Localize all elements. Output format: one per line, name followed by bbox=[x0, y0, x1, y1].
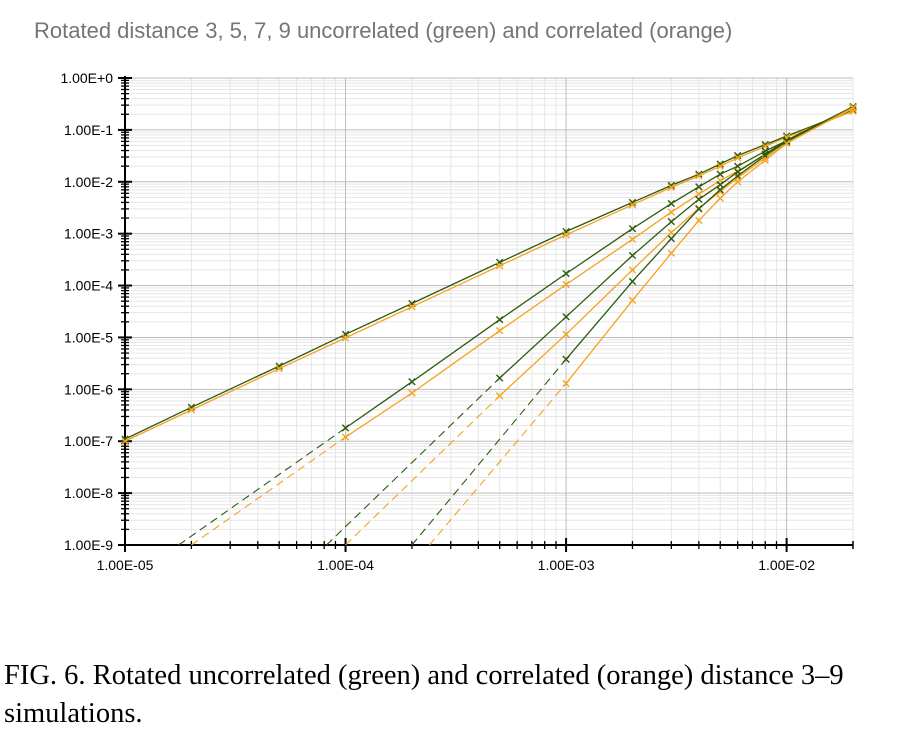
data-point-marker bbox=[667, 208, 675, 216]
x-tick-label: 1.00E-03 bbox=[538, 557, 595, 573]
data-point-marker bbox=[341, 433, 350, 441]
data-point-marker bbox=[667, 249, 675, 257]
data-point-marker bbox=[733, 151, 742, 160]
data-point-marker bbox=[695, 205, 703, 213]
series-green-6 bbox=[562, 102, 857, 363]
data-point-marker bbox=[121, 435, 129, 443]
series-line bbox=[499, 106, 854, 379]
y-tick-label: 1.00E-4 bbox=[64, 278, 113, 294]
dashed-line bbox=[428, 383, 567, 546]
y-tick-label: 1.00E-3 bbox=[64, 226, 113, 242]
data-point-marker bbox=[275, 364, 283, 373]
data-point-marker bbox=[782, 139, 791, 148]
y-tick-label: 1.00E-8 bbox=[64, 485, 113, 501]
data-point-marker bbox=[733, 154, 742, 162]
data-point-marker bbox=[562, 330, 570, 338]
log-log-line-chart: 1.00E+0 1.00E-1 1.00E-2 1.00E-3 1.00E-4 1.00E… bbox=[60, 70, 857, 573]
data-point-marker bbox=[695, 195, 703, 203]
data-point-marker bbox=[716, 194, 724, 203]
chart-title: Rotated distance 3, 5, 7, 9 uncorrelated… bbox=[34, 18, 733, 43]
data-point-marker bbox=[695, 183, 703, 191]
y-tick-label: 1.00E-7 bbox=[64, 433, 113, 449]
extrapolation-orange-13 bbox=[428, 383, 567, 546]
data-point-marker bbox=[667, 228, 675, 237]
data-point-marker bbox=[408, 389, 416, 397]
data-point-marker bbox=[761, 156, 769, 164]
data-point-marker bbox=[187, 406, 196, 414]
data-point-marker bbox=[716, 160, 724, 168]
data-point-marker bbox=[495, 315, 504, 324]
dashed-line bbox=[326, 377, 501, 546]
figure-caption: FIG. 6. Rotated uncorrelated (green) and… bbox=[4, 657, 904, 733]
extrapolation-green-12 bbox=[411, 358, 567, 546]
data-point-marker bbox=[667, 199, 675, 208]
data-point-marker bbox=[695, 216, 703, 225]
y-tick-label: 1.00E-5 bbox=[64, 329, 113, 345]
x-tick-label: 1.00E-02 bbox=[758, 557, 815, 573]
data-point-marker bbox=[121, 437, 129, 445]
data-point-marker bbox=[733, 178, 742, 186]
data-point-marker bbox=[667, 181, 675, 190]
data-point-marker bbox=[495, 326, 504, 335]
y-tick-label: 1.00E-9 bbox=[64, 537, 113, 553]
data-point-marker bbox=[628, 266, 637, 274]
caption-text: Rotated uncorrelated (green) and correla… bbox=[4, 660, 844, 729]
data-point-marker bbox=[495, 262, 504, 270]
data-point-marker bbox=[761, 154, 769, 162]
tick-labels: 1.00E+0 1.00E-1 1.00E-2 1.00E-3 1.00E-4 1.00E… bbox=[60, 70, 815, 573]
data-point-marker bbox=[782, 137, 791, 146]
series-green-2 bbox=[341, 103, 857, 432]
data-point-marker bbox=[628, 277, 637, 286]
extrapolation-green-10 bbox=[326, 377, 501, 546]
series-orange-1 bbox=[121, 107, 857, 445]
minor-gridlines bbox=[125, 78, 854, 545]
y-tick-label: 1.00E-1 bbox=[64, 122, 113, 138]
x-tick-label: 1.00E-05 bbox=[97, 557, 154, 573]
data-point-marker bbox=[628, 224, 637, 233]
y-tick-label: 1.00E-2 bbox=[64, 174, 113, 190]
dashed-line bbox=[411, 358, 567, 546]
data-point-marker bbox=[562, 231, 570, 239]
series-orange-7 bbox=[562, 103, 857, 388]
data-point-marker bbox=[408, 303, 416, 311]
dashed-line bbox=[345, 395, 501, 546]
series-orange-5 bbox=[495, 103, 857, 400]
extrapolation-orange-11 bbox=[345, 395, 501, 546]
data-point-marker bbox=[695, 172, 703, 180]
series-green-4 bbox=[495, 102, 857, 382]
extrapolation-green-8 bbox=[178, 427, 346, 546]
data-point-marker bbox=[733, 172, 742, 180]
data-point-marker bbox=[667, 183, 675, 192]
data-point-marker bbox=[716, 187, 724, 196]
data-point-marker bbox=[341, 334, 350, 342]
data-point-marker bbox=[716, 186, 724, 194]
x-tick-label: 1.00E-04 bbox=[317, 557, 374, 573]
data-point-marker bbox=[716, 162, 724, 170]
data-point-marker bbox=[667, 218, 675, 226]
data-point-marker bbox=[628, 235, 637, 243]
data-point-marker bbox=[408, 378, 416, 386]
extrapolation-orange-9 bbox=[191, 436, 346, 546]
dashed-line bbox=[191, 436, 346, 546]
data-point-marker bbox=[849, 103, 857, 112]
series-orange-3 bbox=[341, 104, 857, 441]
data-point-marker bbox=[562, 280, 570, 289]
series-layer bbox=[121, 102, 857, 546]
data-point-marker bbox=[628, 251, 637, 260]
y-tick-label: 1.00E-6 bbox=[64, 381, 113, 397]
data-point-marker bbox=[628, 296, 637, 304]
data-point-marker bbox=[716, 170, 724, 178]
y-tick-label: 1.00E+0 bbox=[60, 70, 113, 86]
data-point-marker bbox=[562, 269, 570, 278]
caption-lead: FIG. 6. bbox=[4, 660, 86, 691]
data-point-marker bbox=[628, 201, 637, 209]
axes bbox=[118, 76, 854, 552]
data-point-marker bbox=[562, 313, 570, 321]
dashed-line bbox=[178, 427, 346, 546]
data-point-marker bbox=[667, 235, 675, 243]
series-line bbox=[345, 106, 854, 429]
